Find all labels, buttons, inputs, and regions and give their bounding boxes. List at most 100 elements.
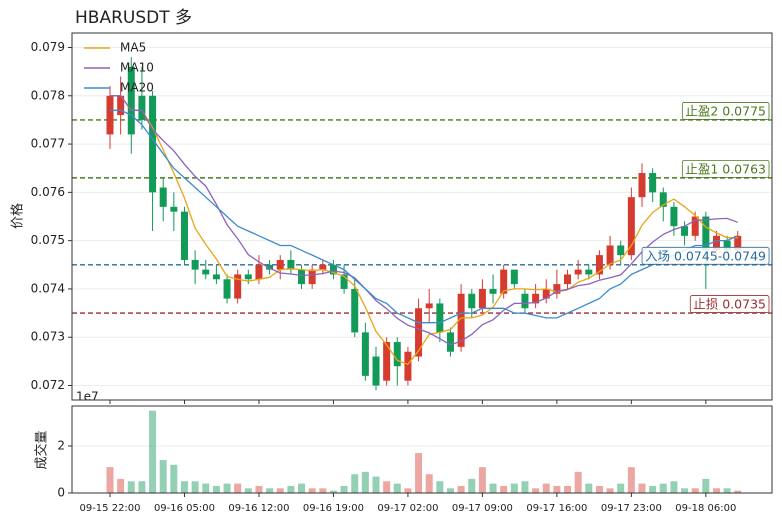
candle-body — [319, 264, 327, 270]
candle-body — [180, 211, 188, 260]
volume-bar — [627, 467, 635, 493]
volume-bar — [212, 485, 220, 493]
candle-body — [329, 264, 337, 275]
level-label-group: 止盈2 0.0775 — [681, 102, 770, 120]
level-label: 止盈2 0.0775 — [685, 103, 766, 118]
x-tick-label: 09-16 12:00 — [228, 503, 289, 514]
level-label-group: 入场 0.0745-0.0749 — [641, 246, 770, 265]
candle-body — [308, 269, 316, 285]
candle-body — [106, 95, 114, 135]
volume-bar — [234, 483, 242, 493]
candle-body — [712, 235, 720, 251]
volume-bar — [468, 478, 476, 493]
volume-bar — [521, 481, 529, 493]
ma-line — [110, 95, 739, 346]
x-tick-label: 09-16 05:00 — [154, 503, 215, 514]
legend-label: MA5 — [120, 41, 146, 55]
plot-frame — [71, 32, 773, 401]
volume-bar — [319, 488, 327, 493]
candle-body — [117, 95, 125, 116]
candle-body — [415, 308, 423, 357]
volume-bar — [659, 483, 667, 493]
candle-body — [638, 173, 646, 198]
volume-bar — [532, 488, 540, 493]
volume-bar — [446, 488, 454, 493]
y-tick-label: 0.074 — [31, 281, 65, 295]
volume-bar — [361, 471, 369, 493]
volume-bar — [276, 488, 284, 493]
volume-bar — [606, 488, 614, 493]
level-label: 止损 0.0735 — [693, 297, 766, 312]
volume-bar — [127, 481, 135, 493]
y-tick-label: 0.079 — [31, 40, 65, 54]
volume-bar — [404, 488, 412, 493]
candle-body — [691, 216, 699, 236]
candle-body — [372, 356, 380, 386]
candle-body — [457, 293, 465, 347]
x-tick-label: 09-17 23:00 — [601, 503, 662, 514]
volume-bar — [287, 485, 295, 493]
candle-body — [223, 279, 231, 299]
volume-bar — [329, 490, 337, 493]
volume-bar — [340, 485, 348, 493]
chart-title: HBARUSDT 多 — [75, 8, 192, 28]
candle-body — [425, 303, 433, 309]
volume-bar — [383, 481, 391, 493]
volume-bar — [393, 483, 401, 493]
level-label: 止盈1 0.0763 — [685, 161, 766, 176]
volume-bar — [478, 467, 486, 493]
candle-body — [595, 255, 603, 275]
volume-bar — [670, 481, 678, 493]
candle-body — [266, 264, 274, 270]
candle-body — [702, 216, 710, 251]
ma-line — [110, 109, 739, 324]
volume-bar — [510, 483, 518, 493]
volume-offset-label: 1e7 — [76, 390, 99, 404]
volume-bar — [415, 453, 423, 493]
candle-body — [212, 274, 220, 280]
candle-body — [468, 293, 476, 309]
volume-bar — [372, 476, 380, 493]
candle-body — [510, 269, 518, 285]
volume-bar — [595, 485, 603, 493]
volume-bar — [457, 485, 465, 493]
legend-label: MA10 — [120, 61, 154, 75]
volume-bar — [255, 485, 263, 493]
candle-body — [276, 259, 284, 270]
x-tick-label: 09-17 02:00 — [377, 503, 438, 514]
candle-body — [127, 66, 135, 135]
volume-bar — [617, 483, 625, 493]
legend-label: MA20 — [120, 81, 154, 95]
volume-bar — [436, 481, 444, 493]
y-tick-label: 0.078 — [31, 88, 65, 102]
volume-bar — [702, 478, 710, 493]
candle-body — [649, 173, 657, 193]
volume-bar — [574, 471, 582, 493]
candle-body — [734, 235, 742, 251]
candle-body — [659, 192, 667, 207]
candle-body — [191, 259, 199, 270]
y-tick-label: 2 — [57, 438, 65, 452]
candle-body — [234, 274, 242, 299]
candle-body — [723, 240, 731, 251]
candle-body — [340, 274, 348, 289]
x-tick-label: 09-17 16:00 — [526, 503, 587, 514]
candle-body — [351, 288, 359, 333]
volume-bar — [244, 488, 252, 493]
x-tick-label: 09-15 22:00 — [79, 503, 140, 514]
volume-bar — [585, 483, 593, 493]
candle-body — [298, 269, 306, 285]
volume-bar — [298, 483, 306, 493]
volume-bar — [170, 464, 178, 493]
volume-bar — [308, 488, 316, 493]
volume-bar — [138, 481, 146, 493]
candle-body — [532, 293, 540, 304]
candle-body — [436, 303, 444, 333]
candle-body — [244, 274, 252, 280]
candle-body — [489, 288, 497, 294]
volume-bar — [553, 485, 561, 493]
candle-body — [255, 264, 263, 280]
candle-body — [138, 95, 146, 120]
y-tick-label: 0.077 — [31, 137, 65, 151]
candle-body — [383, 342, 391, 381]
